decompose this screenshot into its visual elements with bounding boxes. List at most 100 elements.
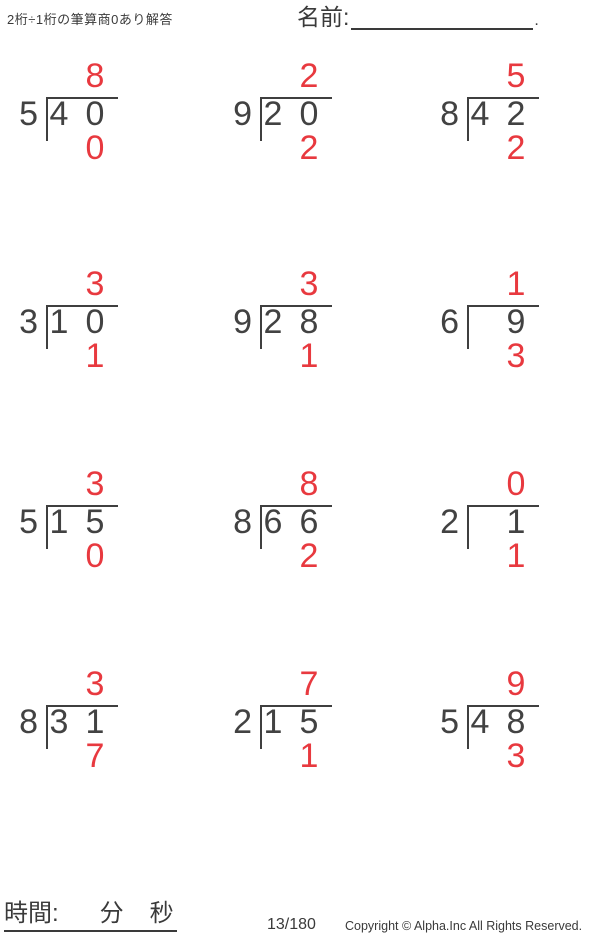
division-bracket-top-line [46, 705, 118, 707]
minutes-label: 分 [99, 900, 124, 927]
remainder-digit: 3 [506, 337, 526, 375]
division-problem-inner: 3 5 1 5 0 [0, 465, 200, 668]
division-problem-inner: 3 9 2 8 1 [214, 266, 414, 468]
quotient-digit: 7 [299, 665, 319, 703]
dividend-ones-digit: 9 [506, 303, 526, 341]
name-field: 名前: . [297, 4, 539, 30]
division-bracket-top-line [46, 97, 118, 99]
dividend-tens-digit: 2 [263, 95, 283, 133]
division-bracket-top-line [46, 305, 118, 307]
division-bracket-top-line [467, 305, 539, 307]
divisor-digit: 8 [233, 503, 252, 541]
seconds-label: 秒 [149, 900, 174, 927]
division-bracket-top-line [260, 505, 332, 507]
divisor-digit: 5 [440, 703, 459, 741]
division-bracket-left-line [260, 505, 262, 549]
division-problem-inner: 3 3 1 0 1 [0, 266, 200, 468]
dividend-ones-digit: 6 [299, 503, 319, 541]
remainder-digit: 2 [299, 129, 319, 167]
quotient-digit: 3 [85, 665, 105, 703]
name-underline [351, 4, 534, 30]
division-bracket-left-line [260, 305, 262, 349]
dividend-ones-digit: 5 [85, 503, 105, 541]
dividend-ones-digit: 8 [506, 703, 526, 741]
division-problem: 8 8 6 6 2 [200, 465, 400, 668]
page-number: 13/180 [267, 916, 316, 933]
dividend-tens-digit: 2 [263, 303, 283, 341]
division-bracket-top-line [467, 505, 539, 507]
divisor-digit: 5 [19, 95, 38, 133]
remainder-digit: 0 [85, 129, 105, 167]
division-problem: 3 3 1 0 1 [0, 266, 200, 468]
dividend-ones-digit: 8 [299, 303, 319, 341]
problems-grid: 8 5 4 0 0 2 9 2 0 2 5 [0, 57, 600, 868]
division-bracket-left-line [467, 705, 469, 749]
quotient-digit: 8 [299, 465, 319, 503]
copyright-notice: Copyright © Alpha.Inc All Rights Reserve… [345, 919, 583, 933]
remainder-digit: 7 [85, 737, 105, 775]
division-bracket-left-line [46, 305, 48, 349]
divisor-digit: 9 [233, 95, 252, 133]
remainder-digit: 2 [299, 537, 319, 575]
dividend-tens-digit: 1 [49, 303, 69, 341]
remainder-digit: 1 [506, 537, 526, 575]
division-bracket-top-line [46, 505, 118, 507]
divisor-digit: 2 [440, 503, 459, 541]
division-bracket-left-line [46, 505, 48, 549]
dividend-tens-digit: 1 [49, 503, 69, 541]
dividend-tens-digit: 6 [263, 503, 283, 541]
quotient-digit: 0 [506, 465, 526, 503]
division-bracket-left-line [46, 705, 48, 749]
division-bracket-left-line [467, 97, 469, 141]
remainder-digit: 0 [85, 537, 105, 575]
time-label: 時間: [4, 900, 59, 927]
divisor-digit: 6 [440, 303, 459, 341]
remainder-digit: 1 [299, 337, 319, 375]
division-problem: 9 5 4 8 3 [400, 665, 600, 868]
quotient-digit: 1 [506, 265, 526, 303]
division-problem: 7 2 1 5 1 [200, 665, 400, 868]
division-bracket-top-line [467, 705, 539, 707]
time-field: 時間: 分 秒 [4, 900, 177, 932]
divisor-digit: 5 [19, 503, 38, 541]
divisor-digit: 2 [233, 703, 252, 741]
remainder-digit: 1 [299, 737, 319, 775]
division-problem: 5 8 4 2 2 [400, 57, 600, 268]
remainder-digit: 3 [506, 737, 526, 775]
dividend-ones-digit: 5 [299, 703, 319, 741]
worksheet-title: 2桁÷1桁の筆算商0あり解答 [7, 12, 173, 27]
division-problem-inner: 9 5 4 8 3 [421, 665, 600, 868]
dividend-tens-digit: 1 [263, 703, 283, 741]
division-problem: 0 2 1 1 [400, 465, 600, 668]
division-problem: 8 5 4 0 0 [0, 57, 200, 268]
quotient-digit: 8 [85, 57, 105, 95]
dividend-tens-digit: 4 [49, 95, 69, 133]
division-bracket-left-line [260, 705, 262, 749]
division-bracket-left-line [467, 305, 469, 349]
division-bracket-top-line [467, 97, 539, 99]
division-problem-inner: 2 9 2 0 2 [214, 58, 414, 268]
division-bracket-top-line [260, 97, 332, 99]
division-bracket-left-line [46, 97, 48, 141]
division-bracket-top-line [260, 705, 332, 707]
name-line-period: . [534, 12, 539, 29]
remainder-digit: 1 [85, 337, 105, 375]
dividend-tens-digit: 3 [49, 703, 69, 741]
dividend-ones-digit: 1 [506, 503, 526, 541]
remainder-digit: 2 [506, 129, 526, 167]
name-label: 名前: [297, 4, 350, 30]
quotient-digit: 5 [506, 57, 526, 95]
division-bracket-top-line [260, 305, 332, 307]
division-problem-inner: 0 2 1 1 [421, 465, 600, 668]
quotient-digit: 3 [85, 465, 105, 503]
quotient-digit: 9 [506, 665, 526, 703]
division-bracket-left-line [467, 505, 469, 549]
dividend-ones-digit: 0 [85, 303, 105, 341]
division-problem-inner: 8 5 4 0 0 [0, 57, 200, 268]
divisor-digit: 8 [19, 703, 38, 741]
division-bracket-left-line [260, 97, 262, 141]
divisor-digit: 8 [440, 95, 459, 133]
division-problem-inner: 1 6 9 3 [421, 265, 600, 468]
dividend-tens-digit: 4 [470, 95, 490, 133]
